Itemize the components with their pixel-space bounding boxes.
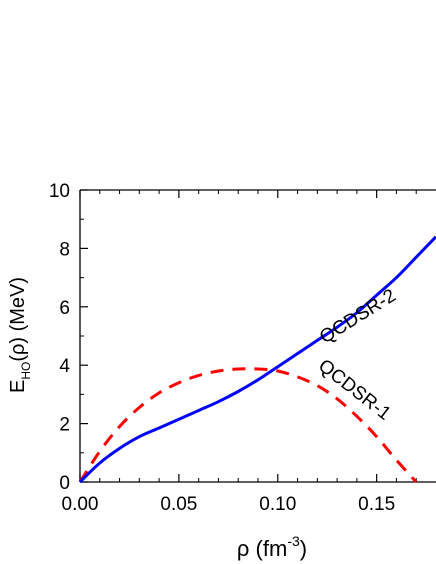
y-axis-label-rest: (ρ) (MeV) — [7, 277, 29, 362]
series-line-qcdsr-2 — [78, 235, 436, 484]
y-axis-label-sub: HO — [19, 362, 33, 380]
x-tick-label: 0.10 — [259, 494, 296, 515]
y-axis-label-main: E — [7, 380, 29, 393]
y-tick-label: 4 — [59, 356, 70, 377]
annotation-qcdsr-2: QCDSR-2 — [316, 285, 400, 348]
y-tick-label: 0 — [59, 473, 70, 494]
x-tick-label: 0.15 — [358, 494, 395, 515]
y-axis-label: EHO(ρ) (MeV) — [7, 277, 33, 393]
y-tick-label: 6 — [59, 298, 70, 319]
x-axis-label-suffix: ) — [300, 536, 307, 561]
series — [78, 235, 436, 484]
x-axis-label: ρ (fm-3) — [237, 533, 307, 561]
x-tick-label: 0.00 — [62, 494, 99, 515]
y-tick-label: 10 — [49, 181, 70, 202]
x-axis-label-sup: -3 — [287, 533, 300, 549]
y-tick-label: 8 — [59, 239, 70, 260]
ticks: 0 2 4 6 8 10 0.00 0.05 0.10 0.15 — [49, 181, 417, 515]
x-tick-label: 0.05 — [160, 494, 197, 515]
series-line-qcdsr-1 — [78, 367, 418, 484]
x-axis-label-prefix: ρ (fm — [237, 536, 287, 561]
y-tick-label: 2 — [59, 415, 70, 436]
